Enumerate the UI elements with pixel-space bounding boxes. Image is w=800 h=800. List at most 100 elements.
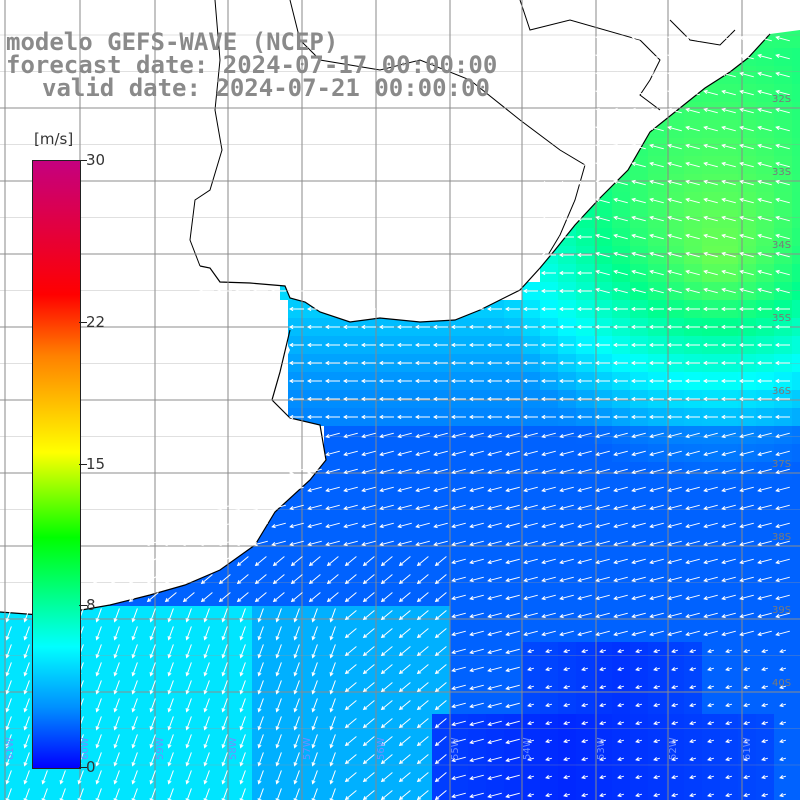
wind-arrow [487,468,502,475]
wind-arrow [631,89,646,96]
wind-arrow [275,770,282,785]
wind-arrow [415,504,430,511]
wind-arrow [757,107,772,114]
lon-label: 58W [228,737,239,760]
wind-cell [108,786,126,800]
wind-arrow [434,736,447,747]
wind-arrow [253,540,268,547]
wind-arrow [200,556,213,567]
wind-arrow [362,718,375,729]
wind-arrow [613,107,628,114]
wind-arrow [720,378,736,384]
wind-arrow [666,324,682,330]
wind-arrow [239,752,246,767]
wind-arrow [775,143,790,150]
wind-arrow [649,35,664,42]
wind-arrow [505,504,520,511]
wind-arrow [630,324,646,330]
wind-arrow [23,734,30,749]
wind-arrow [469,702,484,709]
wind-arrow [505,522,520,529]
wind-arrow [433,432,448,439]
wind-arrow [667,486,682,493]
wind-arrow [595,630,610,637]
wind-arrow [613,215,628,222]
wind-arrow [667,432,682,439]
wind-arrow [720,342,736,348]
wind-arrow [757,558,772,565]
wind-arrow [774,306,790,312]
wind-arrow [415,450,430,457]
wind-arrow [757,468,772,475]
wind-arrow [505,468,520,475]
wind-arrow [739,251,754,258]
wind-arrow [761,703,769,708]
wind-arrow [617,685,625,690]
wind-arrow [527,685,535,690]
wind-cell [792,714,800,732]
wind-arrow [432,414,448,420]
wind-arrow [110,574,123,585]
wind-arrow [110,592,123,603]
wind-arrow [599,721,607,726]
wind-arrow [757,522,772,529]
wind-cell [792,354,800,372]
lon-label: 59W [155,737,166,760]
wind-arrow [631,432,646,439]
wind-arrow [415,468,430,475]
wind-arrow [757,251,772,258]
wind-arrow [344,682,357,693]
wind-arrow [486,324,502,330]
wind-arrow [185,626,192,641]
lat-label: 33S [772,167,791,178]
wind-arrow [577,450,592,457]
wind-cell [792,696,800,714]
wind-arrow [721,269,736,276]
wind-cell [612,786,630,800]
wind-arrow [558,234,574,240]
wind-arrow [113,680,120,695]
wind-arrow [576,72,592,78]
wind-arrow [576,126,592,132]
wind-arrow [667,576,682,583]
wind-arrow [398,736,411,747]
wind-arrow [527,667,535,672]
wind-arrow [595,89,610,96]
wind-arrow [576,252,592,258]
wind-arrow [131,716,138,731]
land-west [0,0,326,615]
wind-arrow [671,775,679,780]
wind-arrow [703,486,718,493]
wind-arrow [221,752,228,767]
colorbar-tick-label: 30 [86,151,106,169]
wind-arrow [416,772,429,783]
wind-arrow [398,574,411,585]
colorbar-tick [79,767,87,768]
wind-arrow [398,610,411,621]
wind-arrow [558,216,574,222]
wind-arrow [703,522,718,529]
wind-cell [738,786,756,800]
wind-arrow [326,556,339,567]
wind-arrow [613,468,628,475]
wind-arrow [739,107,754,114]
wind-arrow [720,396,736,402]
colorbar-tick-label: 15 [86,454,106,473]
wind-arrow [540,414,556,420]
wind-arrow [344,556,357,567]
wind-arrow [486,396,502,402]
wind-arrow [257,770,264,785]
lat-label: 40S [772,678,791,689]
wind-arrow [721,468,736,475]
wind-arrow [288,288,304,294]
wind-arrow [434,610,447,621]
wind-arrow [775,468,790,475]
wind-arrow [288,324,304,330]
wind-arrow [545,721,553,726]
wind-arrow [631,161,646,168]
wind-arrow [563,793,571,798]
wind-arrow [685,35,700,42]
wind-arrow [779,793,787,798]
wind-arrow [379,504,394,511]
